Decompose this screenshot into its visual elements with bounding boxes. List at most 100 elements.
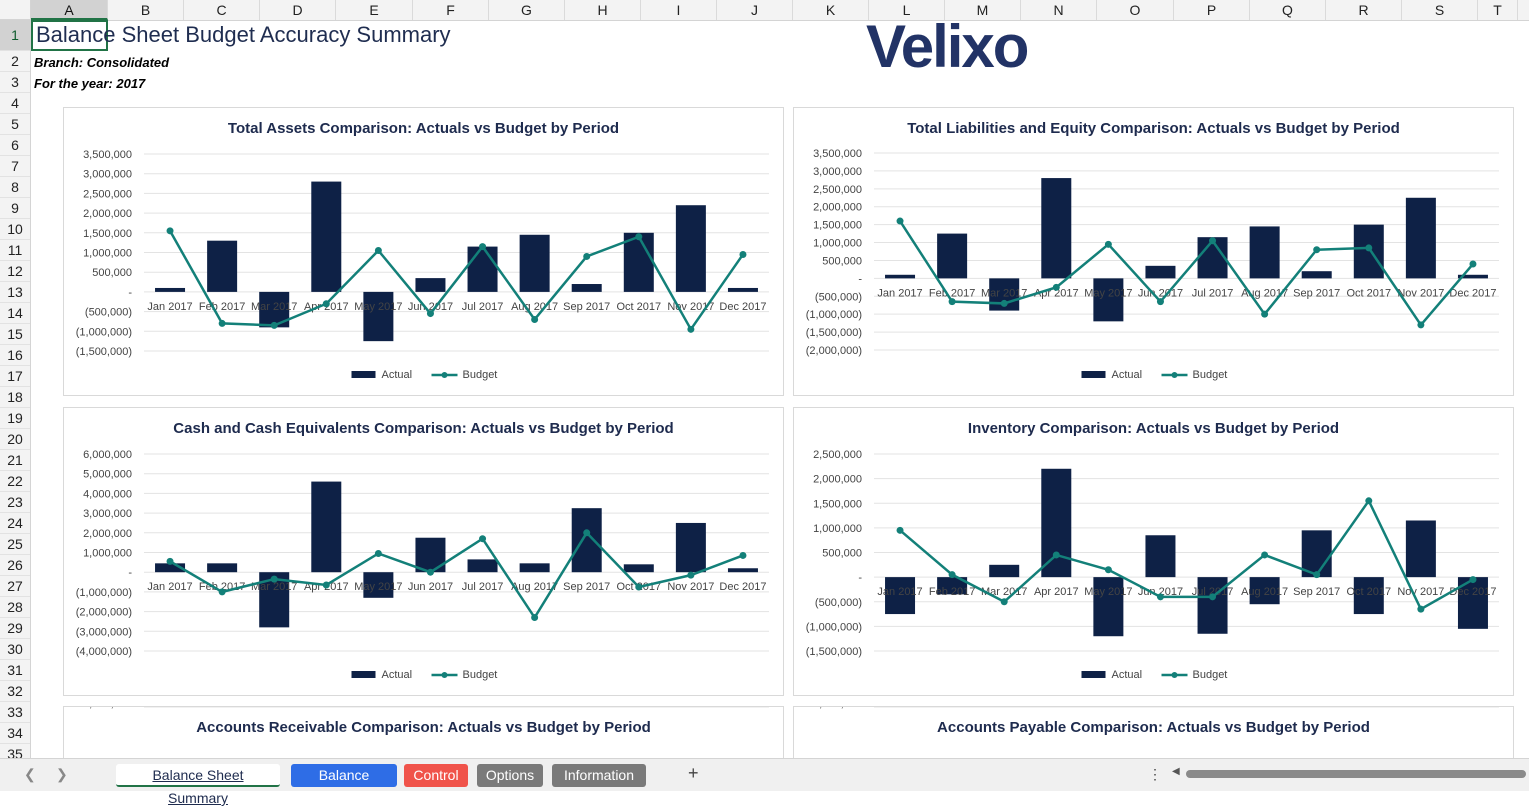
row-header-7[interactable]: 7: [0, 156, 30, 177]
row-header-27[interactable]: 27: [0, 576, 30, 597]
chevron-left-icon[interactable]: ❮: [24, 766, 36, 782]
row-header-16[interactable]: 16: [0, 345, 30, 366]
row-header-9[interactable]: 9: [0, 198, 30, 219]
row-header-34[interactable]: 34: [0, 723, 30, 744]
row-header-24[interactable]: 24: [0, 513, 30, 534]
chart-title: Accounts Payable Comparison: Actuals vs …: [937, 719, 1370, 736]
row-header-12[interactable]: 12: [0, 261, 30, 282]
row-header-2[interactable]: 2: [0, 51, 30, 72]
budget-point: [1417, 605, 1425, 613]
legend-actual-swatch: [1081, 671, 1106, 678]
row-header-26[interactable]: 26: [0, 555, 30, 576]
row-header-19[interactable]: 19: [0, 408, 30, 429]
row-header-25[interactable]: 25: [0, 534, 30, 555]
row-header-29[interactable]: 29: [0, 618, 30, 639]
budget-point: [531, 614, 539, 622]
row-header-31[interactable]: 31: [0, 660, 30, 681]
column-header-c[interactable]: C: [184, 0, 260, 20]
year-label[interactable]: For the year: 2017: [34, 76, 146, 91]
row-header-5[interactable]: 5: [0, 114, 30, 135]
x-tick-label: Jun 2017: [408, 301, 453, 313]
y-tick-label: 3,000,000: [83, 508, 132, 520]
row-header-18[interactable]: 18: [0, 387, 30, 408]
sheet-tab-balance-sheet[interactable]: Balance Sheet: [291, 764, 397, 806]
legend-actual-label: Actual: [382, 369, 413, 381]
column-header-n[interactable]: N: [1021, 0, 1097, 20]
column-header-j[interactable]: J: [717, 0, 793, 20]
budget-point: [1104, 566, 1112, 574]
x-tick-label: Aug 2017: [511, 301, 558, 313]
bar-actual: [415, 278, 446, 292]
bar-actual: [1353, 577, 1384, 615]
sheet-tab-balance-sheet-summary[interactable]: Balance Sheet Summary: [116, 764, 280, 806]
chart-cash[interactable]: Cash and Cash Equivalents Comparison: Ac…: [63, 407, 784, 696]
column-header-l[interactable]: L: [869, 0, 945, 20]
sheet-tab-options[interactable]: Options: [477, 764, 543, 787]
y-tick-label: (1,500,000): [806, 327, 862, 339]
chart-inventory[interactable]: Inventory Comparison: Actuals vs Budget …: [793, 407, 1514, 696]
row-header-3[interactable]: 3: [0, 72, 30, 93]
row-header-33[interactable]: 33: [0, 702, 30, 723]
report-title[interactable]: Balance Sheet Budget Accuracy Summary: [36, 22, 451, 47]
plus-icon[interactable]: +: [688, 763, 699, 783]
chart-total-assets[interactable]: Total Assets Comparison: Actuals vs Budg…: [63, 107, 784, 396]
row-header-10[interactable]: 10: [0, 219, 30, 240]
row-header-21[interactable]: 21: [0, 450, 30, 471]
column-header-h[interactable]: H: [565, 0, 641, 20]
row-header-20[interactable]: 20: [0, 429, 30, 450]
column-header-o[interactable]: O: [1097, 0, 1174, 20]
y-tick-label: 6,000,000: [83, 449, 132, 461]
column-header-d[interactable]: D: [260, 0, 336, 20]
budget-point: [218, 588, 226, 596]
sheet-tab-information[interactable]: Information: [552, 764, 646, 787]
y-tick-label: 1,500,000: [813, 220, 862, 232]
column-header-r[interactable]: R: [1326, 0, 1402, 20]
chart-title: Total Assets Comparison: Actuals vs Budg…: [227, 120, 620, 137]
column-header-b[interactable]: B: [108, 0, 184, 20]
column-header-i[interactable]: I: [641, 0, 717, 20]
bar-actual: [1353, 224, 1384, 279]
column-header-t[interactable]: T: [1478, 0, 1518, 20]
chevron-right-icon[interactable]: ❯: [56, 766, 68, 782]
row-header-22[interactable]: 22: [0, 471, 30, 492]
chart-accounts-payable[interactable]: Accounts Payable Comparison: Actuals vs …: [793, 706, 1514, 766]
budget-point: [1052, 551, 1060, 559]
scrollbar-thumb[interactable]: [1186, 770, 1526, 778]
y-tick-label: 4,000,000: [83, 488, 132, 500]
scroll-left-icon[interactable]: ◀: [1172, 766, 1180, 777]
row-header-6[interactable]: 6: [0, 135, 30, 156]
budget-point: [374, 549, 382, 557]
row-header-1[interactable]: 1: [0, 20, 30, 51]
bar-actual: [1093, 278, 1124, 322]
sheet-tab-control[interactable]: Control: [404, 764, 468, 787]
y-tick-label: (1,000,000): [806, 621, 862, 633]
branch-label[interactable]: Branch: Consolidated: [34, 55, 170, 70]
row-header-23[interactable]: 23: [0, 492, 30, 513]
row-header-13[interactable]: 13: [0, 282, 30, 303]
row-header-17[interactable]: 17: [0, 366, 30, 387]
row-header-32[interactable]: 32: [0, 681, 30, 702]
row-header-28[interactable]: 28: [0, 597, 30, 618]
column-header-p[interactable]: P: [1174, 0, 1250, 20]
column-header-m[interactable]: M: [945, 0, 1021, 20]
row-header-11[interactable]: 11: [0, 240, 30, 261]
more-options-icon[interactable]: ⋮: [1148, 766, 1162, 782]
horizontal-scrollbar[interactable]: ◀: [1172, 766, 1527, 779]
row-header-8[interactable]: 8: [0, 177, 30, 198]
bar-actual: [1405, 520, 1436, 578]
column-header-a[interactable]: A: [31, 0, 108, 20]
row-header-30[interactable]: 30: [0, 639, 30, 660]
chart-accounts-receivable[interactable]: Accounts Receivable Comparison: Actuals …: [63, 706, 784, 766]
row-header-4[interactable]: 4: [0, 93, 30, 114]
row-header-15[interactable]: 15: [0, 324, 30, 345]
column-header-s[interactable]: S: [1402, 0, 1478, 20]
column-header-q[interactable]: Q: [1250, 0, 1326, 20]
y-tick-label: 3,500,000: [83, 149, 132, 161]
column-header-f[interactable]: F: [413, 0, 489, 20]
chart-total-liabilities-equity[interactable]: Total Liabilities and Equity Comparison:…: [793, 107, 1514, 396]
select-all-corner[interactable]: [0, 0, 31, 20]
column-header-e[interactable]: E: [336, 0, 413, 20]
column-header-g[interactable]: G: [489, 0, 565, 20]
row-header-14[interactable]: 14: [0, 303, 30, 324]
column-header-k[interactable]: K: [793, 0, 869, 20]
